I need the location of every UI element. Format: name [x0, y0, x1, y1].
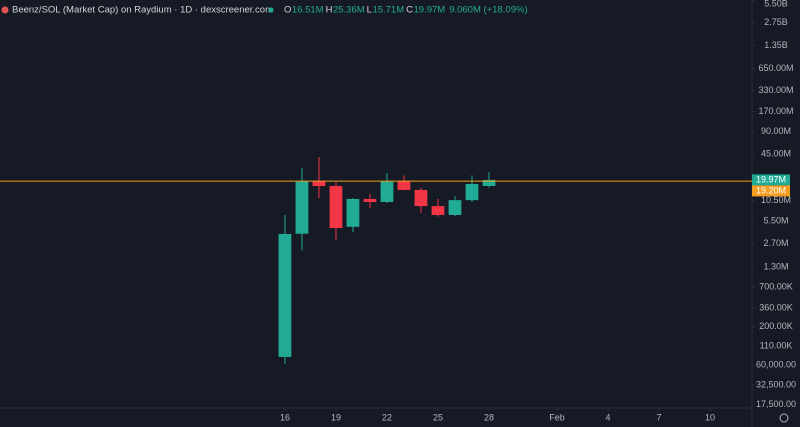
y-tick-label: 17,500.00	[756, 399, 796, 409]
candle-body	[380, 181, 394, 202]
candle-body	[312, 181, 326, 187]
y-tick-label: 5.50B	[764, 0, 788, 8]
y-tick-label: 90.00M	[761, 126, 791, 136]
y-tick-label: 45.00M	[761, 148, 791, 158]
x-tick-label: 7	[656, 412, 661, 422]
candle-body	[465, 183, 479, 201]
candle-body	[363, 198, 377, 202]
ohlc-value: 16.51M	[292, 5, 324, 16]
y-tick-label: 1.35B	[764, 40, 788, 50]
ohlc-value: 25.36M	[333, 5, 365, 16]
candle-body	[346, 198, 360, 227]
x-tick-label: 16	[280, 412, 290, 422]
ohlc-value: 19.97M	[414, 5, 446, 16]
candle-body	[397, 181, 411, 190]
status-dot	[268, 7, 274, 13]
x-tick-label: Feb	[549, 412, 565, 422]
candle-body	[295, 181, 309, 234]
y-tick-label: 360.00K	[759, 302, 793, 312]
chart-title: Beenz/SOL (Market Cap) on Raydium · 1D ·…	[12, 5, 273, 16]
candle-body	[329, 186, 343, 228]
candle-body	[414, 189, 428, 207]
x-tick-label: 22	[382, 412, 392, 422]
x-tick-label: 19	[331, 412, 341, 422]
ohlc-change: 9.060M (+18.09%)	[449, 5, 527, 16]
y-tick-label: 110.00K	[760, 340, 793, 350]
price-label-bg	[752, 185, 790, 197]
y-tick-label: 60,000.00	[756, 360, 796, 370]
token-icon	[1, 6, 9, 14]
y-tick-label: 2.70M	[763, 238, 788, 248]
y-tick-label: 170.00M	[758, 106, 793, 116]
x-tick-label: 4	[605, 412, 610, 422]
y-tick-label: 650.00M	[758, 63, 793, 73]
x-tick-label: 10	[705, 412, 715, 422]
y-tick-label: 2.75B	[764, 17, 788, 27]
ohlc-key: O	[284, 5, 291, 16]
settings-icon[interactable]	[779, 413, 789, 423]
y-tick-label: 330.00M	[758, 85, 793, 95]
y-tick-label: 32,500.00	[756, 379, 796, 389]
price-label-bg	[752, 174, 790, 186]
x-tick-label: 28	[484, 412, 494, 422]
candle-body	[482, 179, 496, 186]
candle-body	[431, 206, 445, 215]
settings-button[interactable]	[779, 413, 789, 423]
y-tick-label: 200.00K	[759, 321, 793, 331]
x-tick-label: 25	[433, 412, 443, 422]
ohlc-key: H	[326, 5, 333, 16]
ohlc-value: 15.71M	[372, 5, 404, 16]
y-tick-label: 1.30M	[763, 261, 788, 271]
price-label: 19.20M	[756, 185, 786, 195]
ohlc-key: L	[367, 5, 372, 16]
ohlc-key: C	[406, 5, 413, 16]
candle-body	[278, 233, 292, 357]
candle-body	[448, 200, 462, 215]
price-label: 19.97M	[756, 174, 786, 184]
y-tick-label: 700.00K	[759, 281, 793, 291]
y-tick-label: 5.50M	[763, 215, 788, 225]
y-tick-label: 10.50M	[761, 195, 791, 205]
